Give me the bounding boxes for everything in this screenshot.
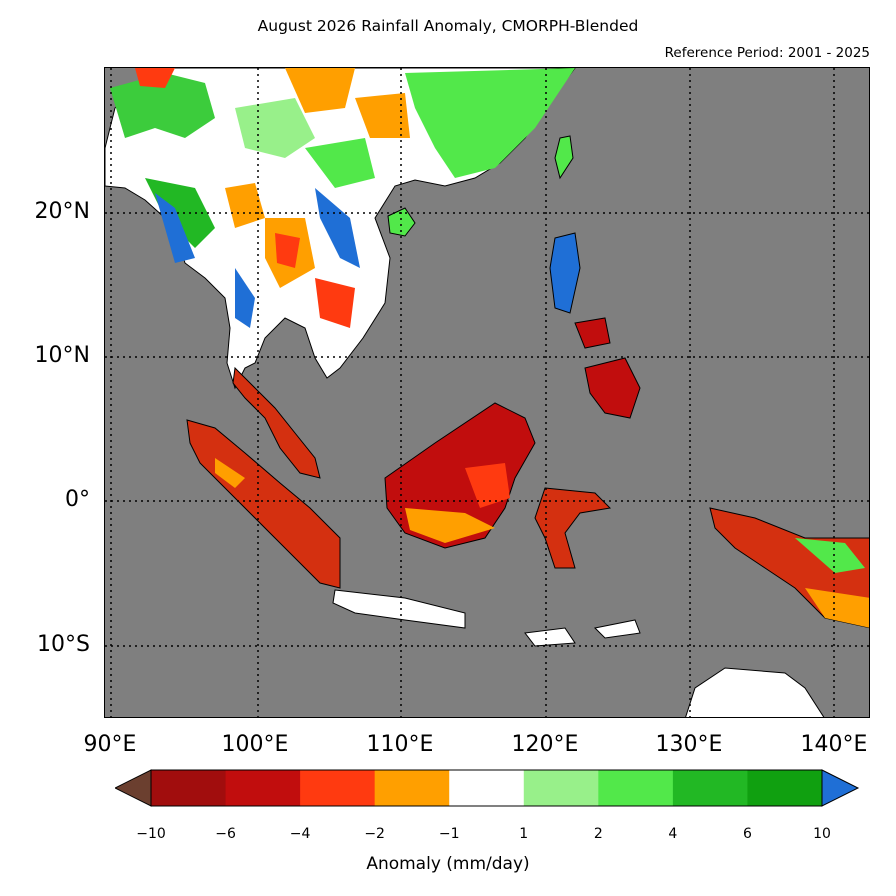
colorbar-tick-label: 10 <box>813 826 831 842</box>
land-malay-peninsula <box>232 366 321 479</box>
lat-label-10s: 10°S <box>37 632 90 657</box>
lon-label-90e: 90°E <box>83 732 137 757</box>
colorbar-low-extend <box>115 769 152 807</box>
colorbar-tick-label: 1 <box>519 826 529 842</box>
colorbar-title: Anomaly (mm/day) <box>366 854 530 874</box>
colorbar-bin <box>225 770 301 806</box>
colorbar-tick-label: −4 <box>289 826 311 842</box>
colorbar-bins <box>151 770 823 806</box>
graticule <box>105 68 869 717</box>
map-canvas <box>105 68 869 717</box>
lon-label-140e: 140°E <box>800 732 868 757</box>
land-java <box>332 589 466 629</box>
colorbar-tick-label: −6 <box>215 826 236 842</box>
lon-label-110e: 110°E <box>366 732 434 757</box>
lon-label-120e: 120°E <box>511 732 579 757</box>
land-australia <box>685 667 825 717</box>
land-luzon <box>549 232 581 314</box>
colorbar-tick-label: −1 <box>438 826 460 842</box>
colorbar-bin <box>151 770 227 806</box>
reference-period: Reference Period: 2001 - 2025 <box>664 45 870 61</box>
colorbar-bin <box>598 770 674 806</box>
colorbar-tick-label: −10 <box>136 826 166 842</box>
lon-label-130e: 130°E <box>655 732 723 757</box>
colorbar-bin <box>374 770 450 806</box>
lat-label-10n: 10°N <box>34 343 90 368</box>
land-sulawesi <box>534 487 612 569</box>
colorbar-bin <box>523 770 599 806</box>
lon-label-100e: 100°E <box>221 732 289 757</box>
colorbar-bin <box>747 770 823 806</box>
map-title: August 2026 Rainfall Anomaly, CMORPH-Ble… <box>257 17 639 35</box>
colorbar-tick-label: 6 <box>742 826 752 842</box>
colorbar-high-extend <box>821 769 860 807</box>
land-sumatra <box>186 419 341 589</box>
colorbar-tick-label: 4 <box>668 826 678 842</box>
colorbar-bin <box>672 770 748 806</box>
colorbar-tick-label: 2 <box>593 826 603 842</box>
lat-label-20n: 20°N <box>34 199 90 224</box>
colorbar-bin <box>449 770 525 806</box>
lat-label-0: 0° <box>65 487 90 512</box>
colorbar-tick-label: −2 <box>364 826 385 842</box>
colorbar <box>115 769 860 807</box>
map-panel <box>104 67 870 718</box>
land-mindanao <box>584 357 641 419</box>
colorbar-bin <box>300 770 376 806</box>
